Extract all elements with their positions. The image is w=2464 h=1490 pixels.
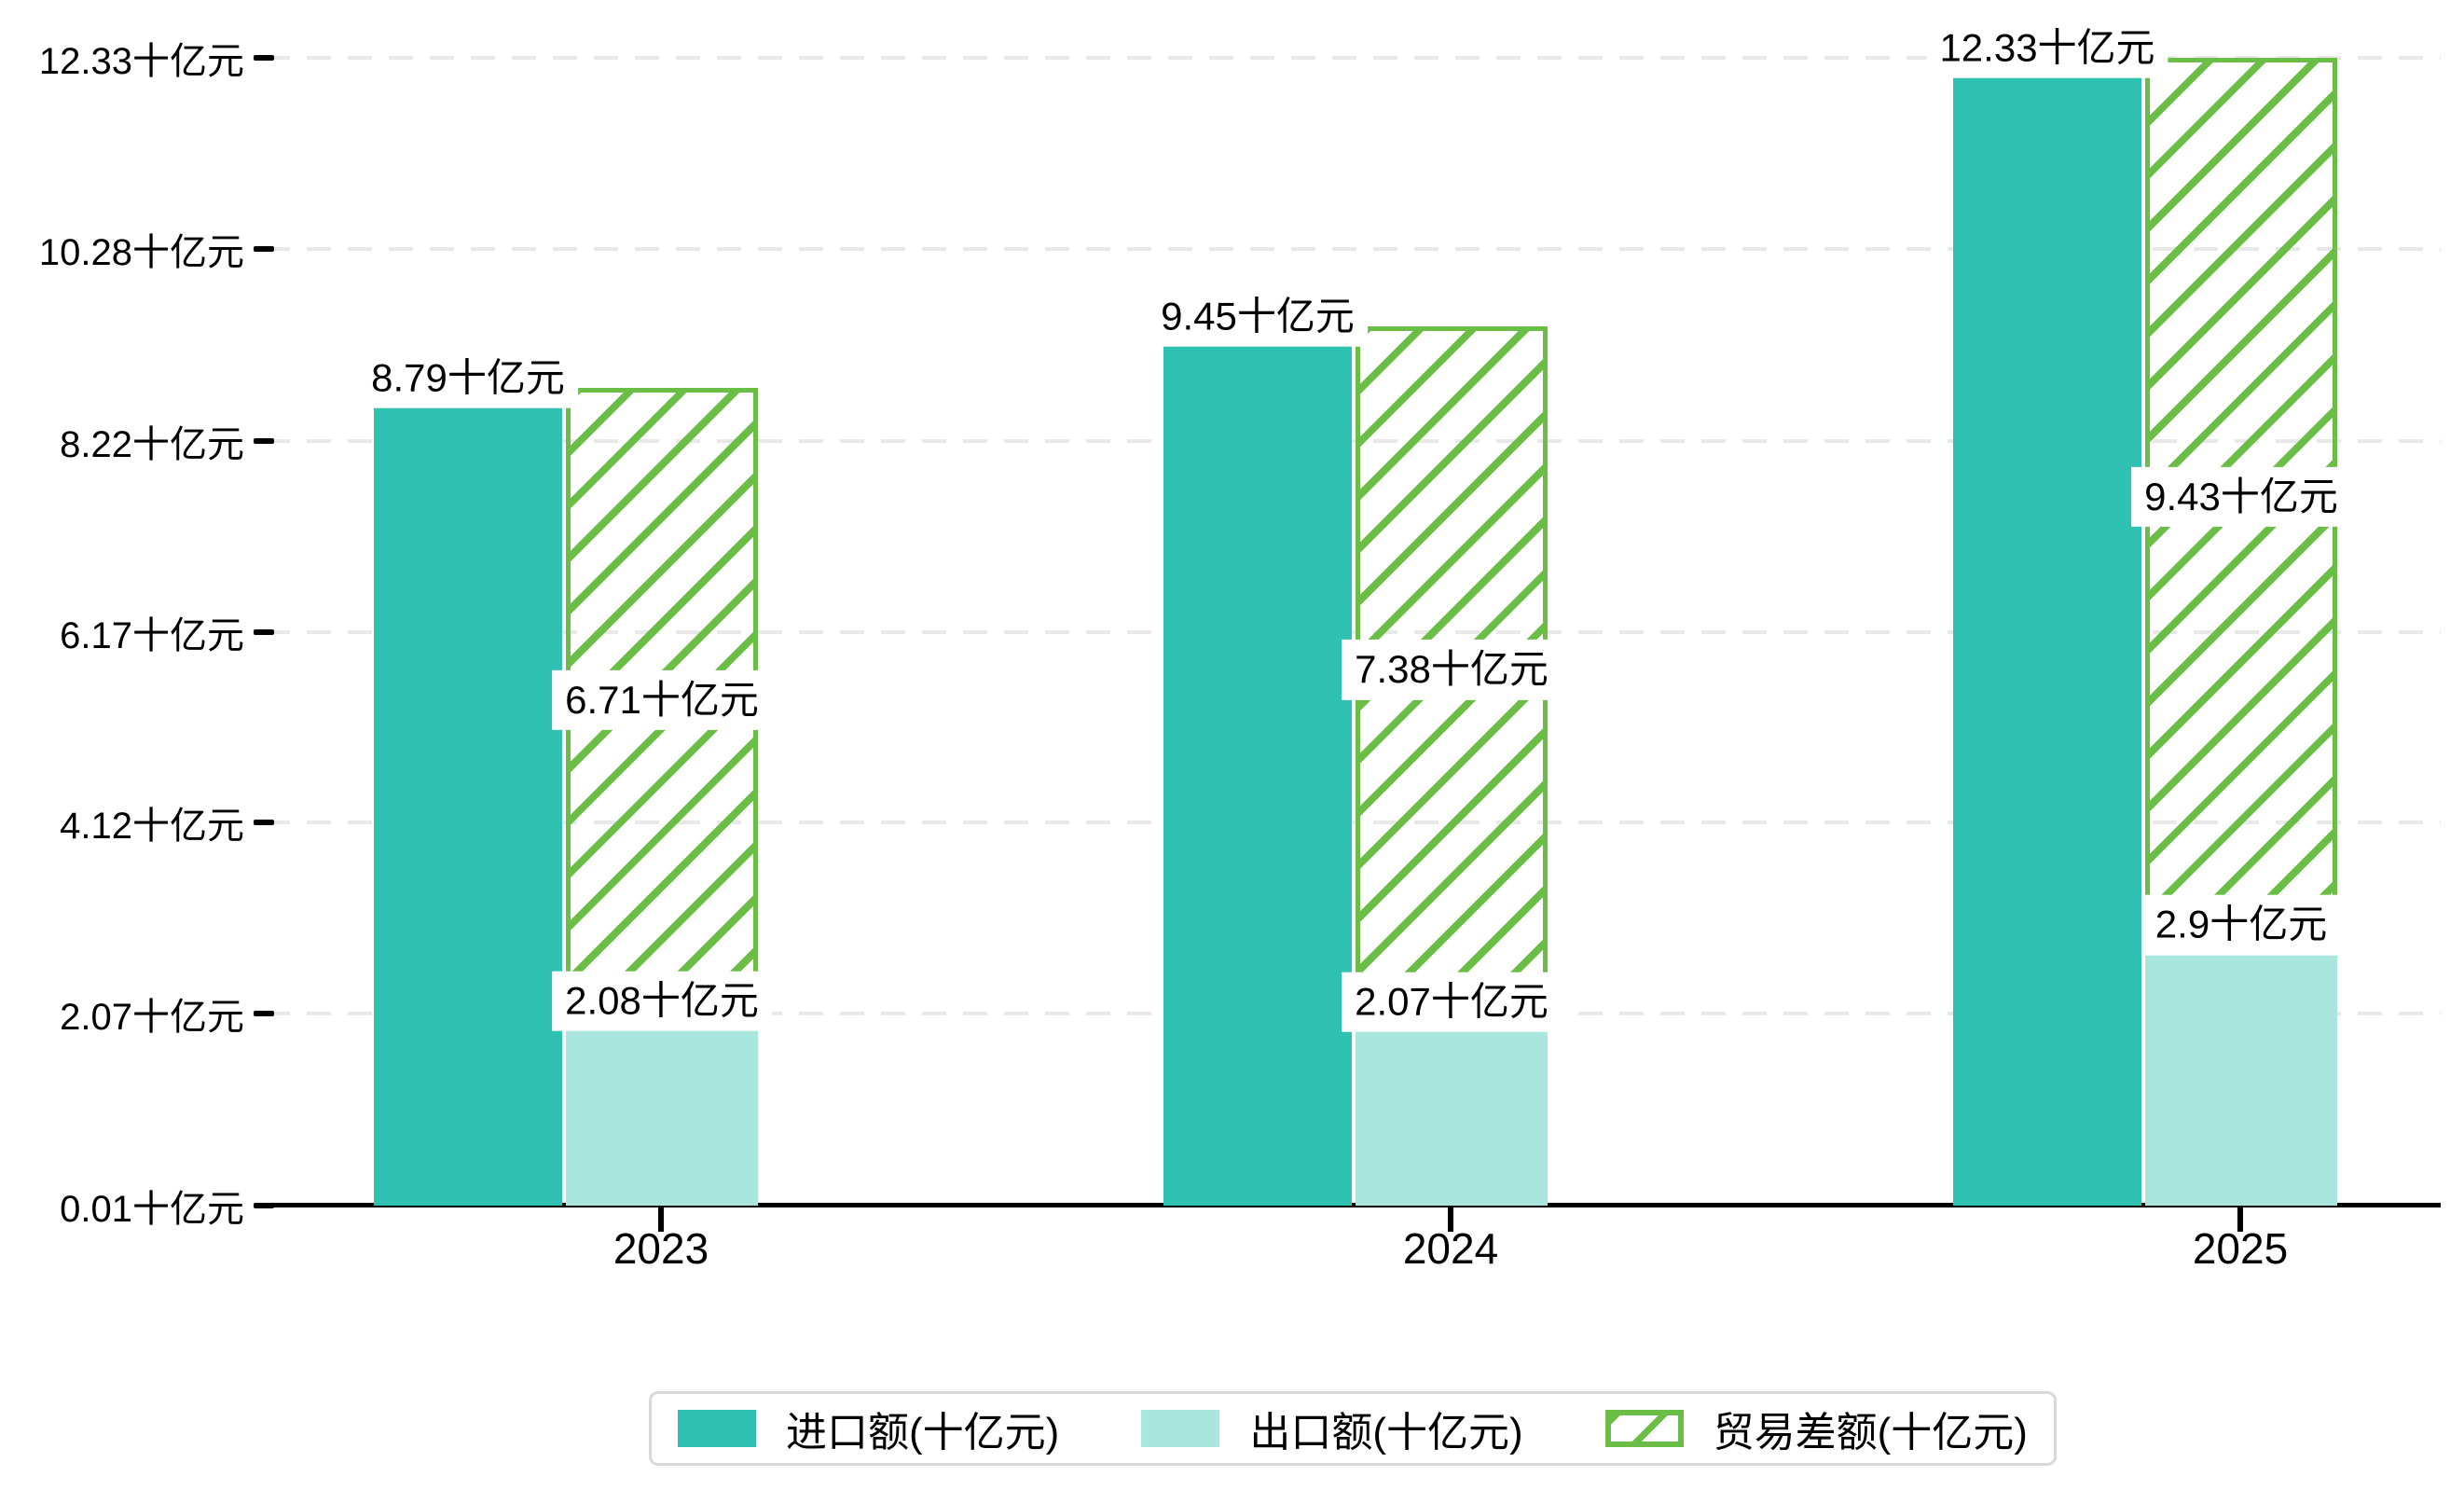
export-value-label: 2.9十亿元 [2141, 894, 2341, 956]
legend: 进口额(十亿元) 出口额(十亿元) 贸易差额(十亿元) [649, 1391, 2057, 1466]
x-axis-category-label: 2023 [613, 1224, 709, 1273]
export-bar [566, 1013, 758, 1206]
legend-swatch-import [678, 1410, 757, 1447]
legend-item-label: 进口额(十亿元) [786, 1410, 1060, 1456]
export-value-label: 2.07十亿元 [1342, 972, 1562, 1033]
y-axis-tick-label: 4.12十亿元 [60, 806, 244, 848]
import-value-label: 8.79十亿元 [358, 348, 578, 408]
x-axis-line [266, 1203, 2441, 1207]
x-axis-category-label: 2025 [2192, 1224, 2289, 1273]
legend-item-label: 出口额(十亿元) [1249, 1410, 1523, 1456]
y-axis-tick-mark [254, 437, 274, 444]
y-axis-tick-mark [254, 628, 274, 635]
y-axis-tick-label: 2.07十亿元 [60, 997, 244, 1039]
x-axis-tick-mark [2237, 1207, 2243, 1232]
legend-item: 进口额(十亿元) [678, 1399, 1059, 1458]
y-axis-tick-label: 8.22十亿元 [60, 423, 244, 465]
y-axis-tick-label: 12.33十亿元 [38, 41, 244, 82]
legend-item: 贸易差额(十亿元) [1604, 1399, 2028, 1458]
import-bar [1953, 58, 2141, 1206]
y-axis-tick-label: 6.17十亿元 [60, 614, 244, 656]
x-axis-tick-mark [658, 1207, 664, 1232]
export-bar [2145, 936, 2337, 1206]
import-bar [1163, 325, 1352, 1206]
y-axis-tick-mark [254, 55, 274, 61]
y-axis-tick-mark [254, 1203, 274, 1208]
trade-balance-value-label: 6.71十亿元 [552, 669, 772, 731]
legend-item: 出口额(十亿元) [1141, 1399, 1523, 1458]
grid-line [266, 821, 2441, 825]
y-axis-tick-mark [254, 820, 274, 826]
trade-balance-value-label: 9.43十亿元 [2131, 466, 2351, 528]
grid-line [266, 56, 2441, 60]
export-value-label: 2.08十亿元 [552, 971, 772, 1032]
legend-swatch-trade-balance [1604, 1410, 1684, 1447]
legend-item-label: 贸易差额(十亿元) [1713, 1410, 2028, 1456]
legend-swatch-export [1141, 1410, 1220, 1447]
y-axis-tick-mark [254, 1011, 274, 1017]
y-axis-tick-label: 0.01十亿元 [60, 1189, 244, 1230]
import-bar [374, 387, 562, 1206]
x-axis-category-label: 2024 [1402, 1224, 1499, 1273]
x-axis-tick-mark [1448, 1207, 1453, 1232]
grid-line [266, 629, 2441, 634]
trade-balance-value-label: 7.38十亿元 [1342, 640, 1562, 700]
grid-line [266, 246, 2441, 251]
import-value-label: 12.33十亿元 [1926, 18, 2168, 78]
y-axis-tick-label: 10.28十亿元 [38, 231, 244, 273]
y-axis-tick-mark [254, 245, 274, 252]
import-value-label: 9.45十亿元 [1148, 286, 1368, 347]
grid-line [266, 438, 2441, 443]
export-bar [1356, 1014, 1548, 1206]
